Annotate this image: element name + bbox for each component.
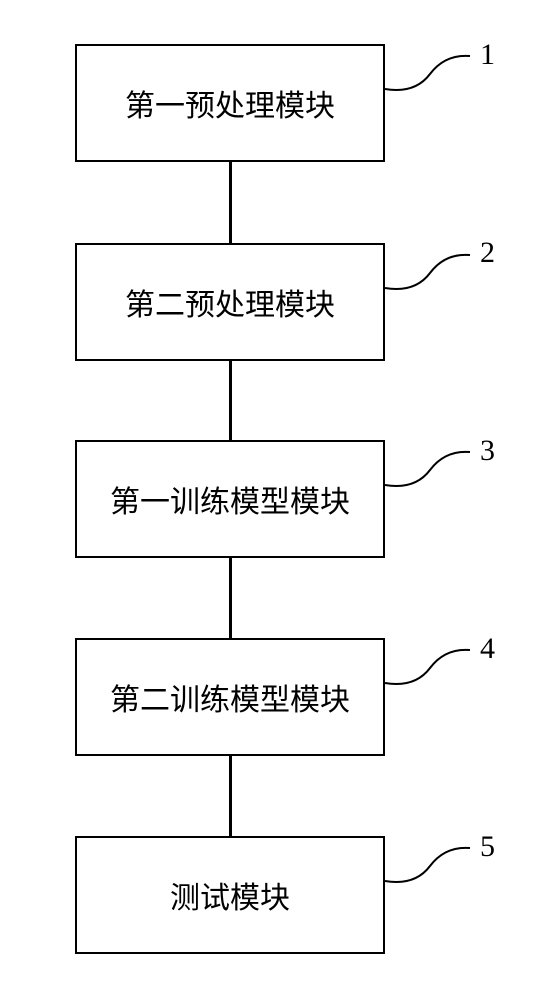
node-5: 测试模块 — [75, 836, 385, 954]
node-1: 第一预处理模块 — [75, 44, 385, 162]
label-4: 4 — [480, 632, 495, 666]
label-1: 1 — [480, 38, 495, 72]
node-3-label: 第一训练模型模块 — [110, 477, 350, 521]
edge-n2-n3 — [229, 361, 232, 440]
edge-n3-n4 — [229, 558, 232, 638]
leader-arc-2 — [380, 243, 475, 298]
leader-arc-3 — [380, 440, 475, 495]
flowchart-root: 第一预处理模块 第二预处理模块 第一训练模型模块 第二训练模型模块 测试模块 1… — [0, 0, 555, 1000]
node-2: 第二预处理模块 — [75, 243, 385, 361]
node-5-label: 测试模块 — [170, 873, 290, 917]
node-4: 第二训练模型模块 — [75, 638, 385, 756]
edge-n4-n5 — [229, 756, 232, 836]
node-4-label: 第二训练模型模块 — [110, 675, 350, 719]
leader-arc-1 — [380, 44, 475, 99]
label-3: 3 — [480, 434, 495, 468]
node-2-label: 第二预处理模块 — [125, 280, 335, 324]
label-2: 2 — [480, 236, 495, 270]
leader-arc-5 — [380, 836, 475, 891]
leader-arc-4 — [380, 638, 475, 693]
edge-n1-n2 — [229, 162, 232, 243]
label-5: 5 — [480, 830, 495, 864]
node-3: 第一训练模型模块 — [75, 440, 385, 558]
node-1-label: 第一预处理模块 — [125, 81, 335, 125]
